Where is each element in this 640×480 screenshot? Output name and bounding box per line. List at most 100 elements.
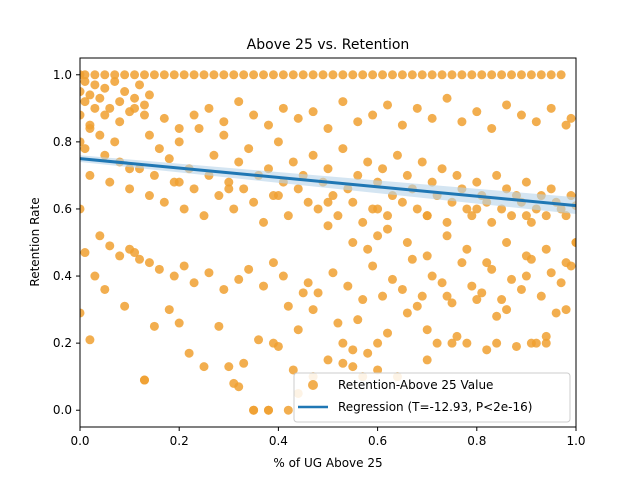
scatter-point — [333, 211, 343, 221]
scatter-point — [383, 100, 393, 110]
scatter-point — [239, 358, 249, 368]
scatter-point — [516, 110, 526, 120]
scatter-point — [338, 338, 348, 348]
scatter-point — [139, 110, 149, 120]
scatter-point — [254, 335, 264, 345]
scatter-point — [283, 211, 293, 221]
scatter-point — [526, 70, 536, 80]
scatter-point — [229, 70, 239, 80]
scatter-point — [427, 113, 437, 123]
scatter-point — [526, 338, 536, 348]
plot-frame — [79, 57, 577, 428]
scatter-point — [561, 120, 571, 130]
scatter-point — [442, 291, 452, 301]
scatter-point — [502, 184, 512, 194]
scatter-point — [467, 70, 477, 80]
scatter-point — [135, 80, 145, 90]
scatter-point — [348, 362, 358, 372]
scatter-point — [497, 70, 507, 80]
scatter-point — [323, 123, 333, 133]
scatter-point — [174, 177, 184, 187]
scatter-point — [487, 123, 497, 133]
scatter-point — [402, 308, 412, 318]
scatter-point — [135, 254, 145, 264]
scatter-point — [288, 365, 298, 375]
scatter-point — [397, 120, 407, 130]
scatter-point — [387, 274, 397, 284]
scatter-point — [402, 170, 412, 180]
scatter-point — [521, 211, 531, 221]
scatter-point — [164, 154, 174, 164]
scatter-point — [224, 184, 234, 194]
scatter-point — [492, 338, 502, 348]
scatter-point — [263, 164, 273, 174]
scatter-point — [556, 278, 566, 288]
scatter-point — [144, 191, 154, 201]
scatter-point — [130, 70, 140, 80]
scatter-point — [298, 70, 308, 80]
x-tick-label: 0.0 — [70, 434, 89, 448]
scatter-point — [100, 110, 110, 120]
scatter-point — [417, 70, 427, 80]
scatter-point — [373, 231, 383, 241]
scatter-point — [462, 204, 472, 214]
scatter-point — [507, 211, 517, 221]
scatter-point — [189, 70, 199, 80]
scatter-point — [298, 288, 308, 298]
scatter-point — [318, 70, 328, 80]
scatter-point — [437, 164, 447, 174]
scatter-point — [159, 197, 169, 207]
scatter-point — [507, 70, 517, 80]
scatter-point — [397, 197, 407, 207]
scatter-point — [427, 271, 437, 281]
scatter-point — [511, 341, 521, 351]
scatter-point — [353, 315, 363, 325]
scatter-point — [417, 291, 427, 301]
scatter-point — [209, 150, 219, 160]
scatter-point — [397, 284, 407, 294]
scatter-point — [293, 113, 303, 123]
scatter-point — [437, 278, 447, 288]
scatter-point — [120, 87, 130, 97]
scatter-point — [154, 144, 164, 154]
scatter-point — [383, 328, 393, 338]
scatter-point — [85, 123, 95, 133]
scatter-point — [447, 70, 457, 80]
scatter-point — [521, 251, 531, 261]
x-tick-label: 1.0 — [566, 434, 585, 448]
scatter-point — [278, 103, 288, 113]
scatter-point — [110, 76, 120, 86]
scatter-point — [422, 325, 432, 335]
scatter-point — [412, 301, 422, 311]
scatter-point — [224, 177, 234, 187]
scatter-point — [422, 211, 432, 221]
scatter-point — [139, 375, 149, 385]
legend-label-regression: Regression (T=-12.93, P<2e-16) — [338, 400, 532, 414]
y-axis-label: Retention Rate — [28, 197, 42, 286]
x-tick-label: 0.6 — [368, 434, 387, 448]
scatter-point — [333, 318, 343, 328]
scatter-point — [179, 204, 189, 214]
scatter-point — [80, 204, 85, 214]
scatter-point — [159, 113, 169, 123]
scatter-point — [249, 197, 259, 207]
scatter-point — [368, 261, 378, 271]
scatter-point — [164, 305, 174, 315]
scatter-point — [526, 217, 536, 227]
scatter-point — [293, 184, 303, 194]
scatter-point — [120, 301, 130, 311]
scatter-point — [546, 268, 556, 278]
scatter-point — [174, 137, 184, 147]
scatter-point — [174, 123, 184, 133]
scatter-point — [571, 238, 576, 247]
scatter-point — [80, 110, 85, 120]
scatter-point — [363, 348, 373, 358]
scatter-point — [120, 70, 130, 80]
scatter-point — [199, 70, 209, 80]
scatter-point — [348, 70, 358, 80]
scatter-point — [199, 211, 209, 221]
scatter-point — [422, 355, 432, 365]
scatter-point — [273, 191, 283, 201]
scatter-point — [323, 164, 333, 174]
